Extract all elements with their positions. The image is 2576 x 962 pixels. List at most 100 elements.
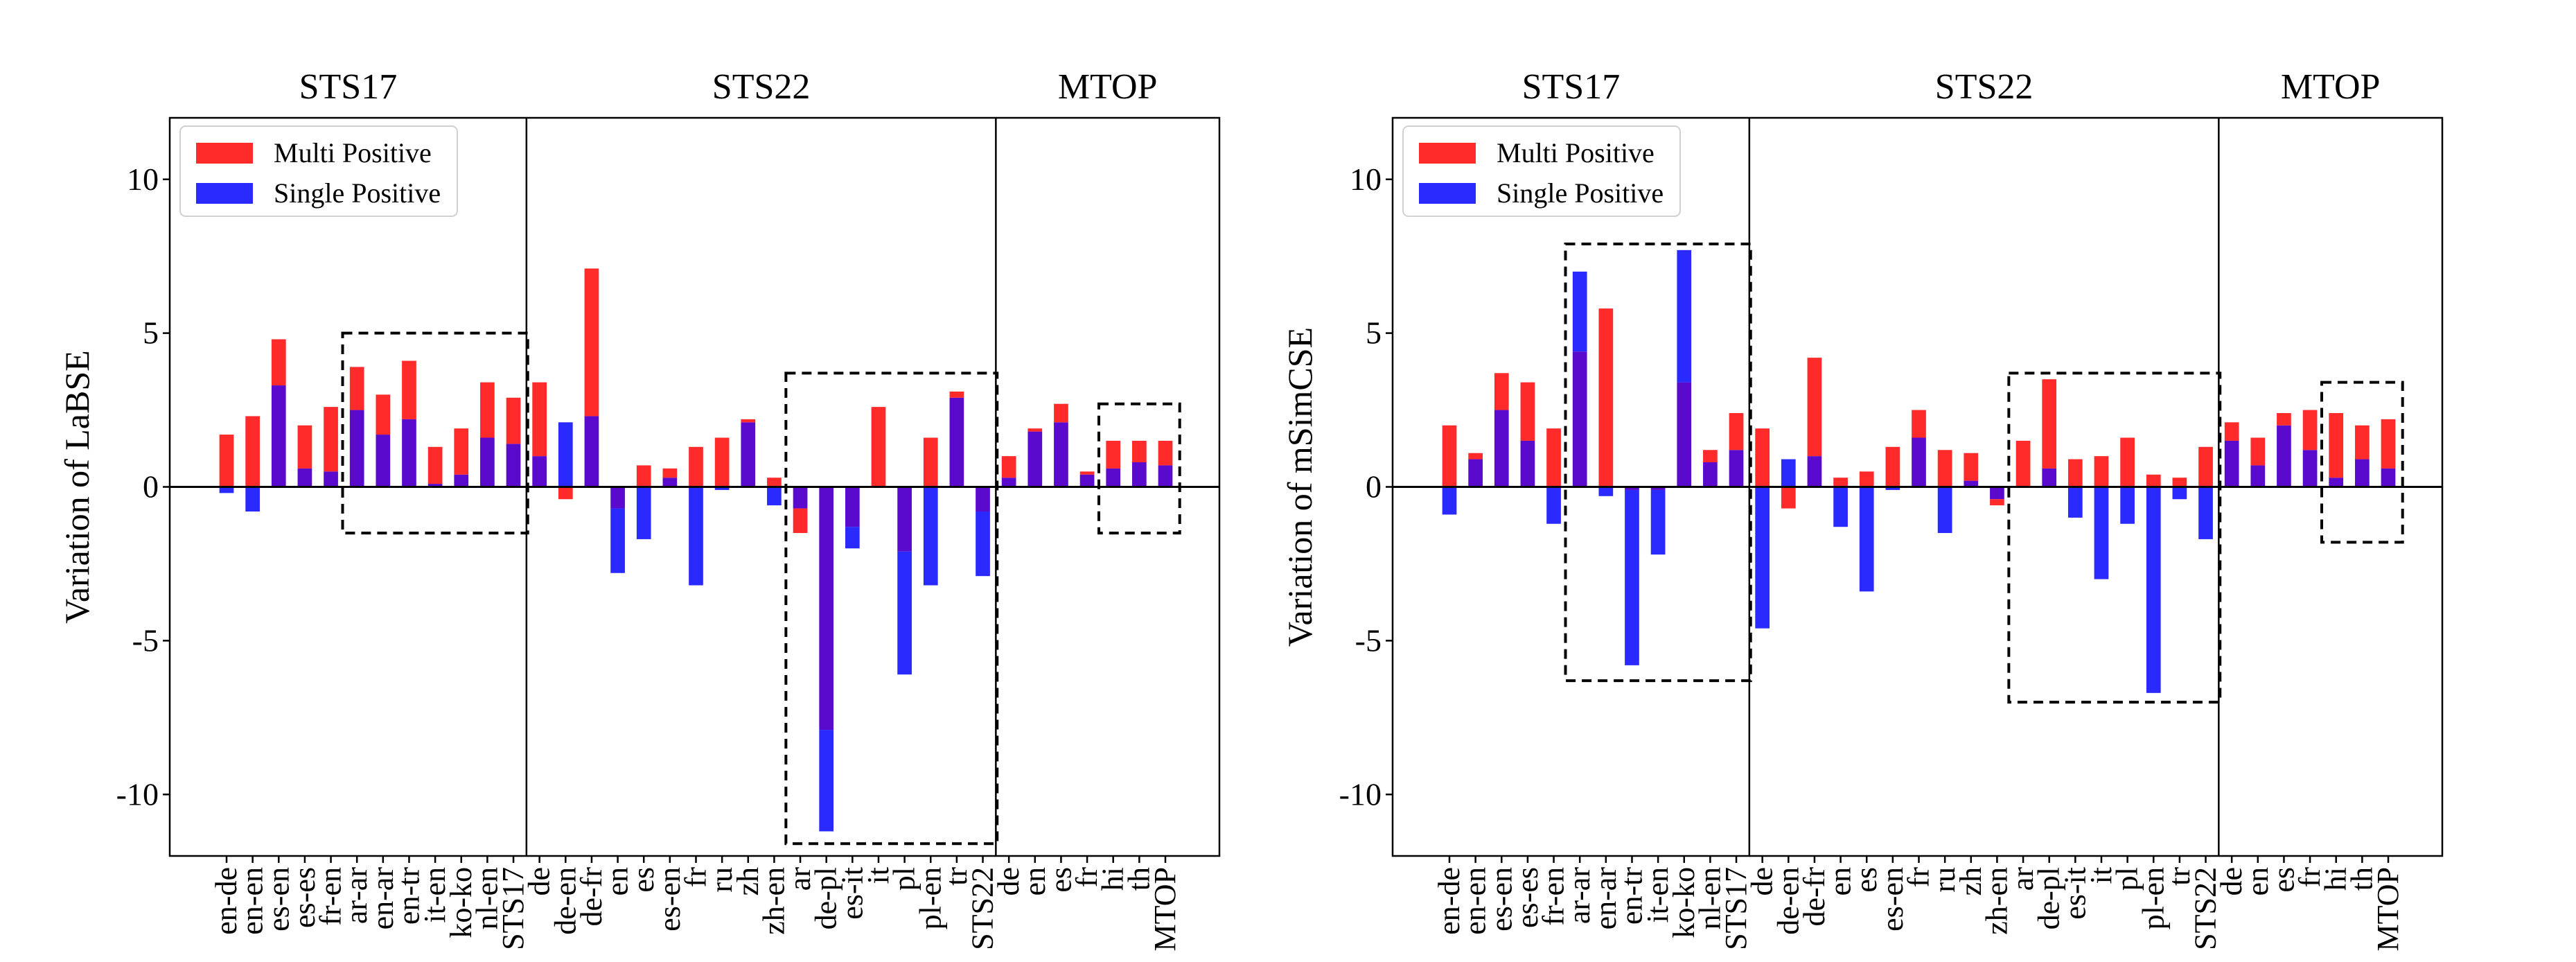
- bar-overlap-es: [2277, 425, 2291, 487]
- bar-overlap-de: [2224, 440, 2239, 487]
- bar-overlap-zh: [741, 422, 756, 487]
- bar-overlap-fr: [2302, 450, 2318, 487]
- y-tick-label: 10: [127, 161, 159, 197]
- x-tick-label: es-en: [653, 867, 687, 932]
- x-tick-label: hi: [2319, 867, 2353, 891]
- bar-multi-fr: [2302, 410, 2318, 451]
- bar-single-en-tr: [1625, 489, 1639, 665]
- bar-multi-es-en: [271, 339, 286, 386]
- x-tick-label: it: [2084, 867, 2118, 884]
- x-tick-label: zh: [1954, 867, 1988, 896]
- bar-multi-en-en: [245, 416, 260, 487]
- bar-multi-it-en: [427, 446, 443, 484]
- bar-single-en: [610, 508, 625, 573]
- bar-overlap-pl: [897, 487, 912, 552]
- bar-multi-en: [1027, 428, 1043, 432]
- bar-overlap-ar: [793, 487, 808, 509]
- bar-overlap-es-es: [1520, 440, 1535, 487]
- group-title: STS17: [299, 67, 398, 107]
- y-tick-label: 5: [1366, 315, 1382, 351]
- x-tick-label: ru: [1927, 867, 1961, 893]
- chart-panel-2: STS17 STS22 MTOP 10 5 0 -5 -10 Variation of mSim…: [1280, 67, 2444, 951]
- bar-overlap-th: [2355, 459, 2370, 487]
- x-tick-label: fr: [2293, 867, 2327, 888]
- bar-single-tr: [2172, 487, 2187, 500]
- bar-multi-de-en: [558, 487, 573, 500]
- bar-multi-MTOP: [2381, 419, 2396, 469]
- x-tick-label: de-fr: [1797, 867, 1831, 927]
- bar-multi-es-en: [1494, 373, 1509, 410]
- bar-single-pl: [897, 551, 912, 675]
- x-tick-label: tr: [939, 867, 973, 886]
- x-tick-label: en-en: [1458, 867, 1492, 935]
- legend: Multi Positive Single Positive: [179, 125, 458, 217]
- x-tick-label: es-es: [1510, 867, 1544, 928]
- x-tick-label: nl-en: [470, 867, 504, 929]
- bar-single-STS22: [2198, 487, 2213, 539]
- y-axis-label: Variation of mSimCSE: [1280, 327, 1319, 647]
- bar-multi-de: [1755, 428, 1770, 487]
- bar-multi-de-pl: [2042, 379, 2057, 469]
- bar-overlap-fr-en: [324, 471, 338, 487]
- y-tick-label: 10: [1350, 161, 1382, 197]
- bar-multi-en: [2250, 437, 2266, 466]
- x-tick-label: ru: [705, 867, 739, 893]
- x-tick-label: de-fr: [574, 867, 608, 927]
- bar-overlap-STS22: [976, 487, 990, 511]
- x-tick-label: zh: [731, 867, 765, 896]
- bar-single-it-en: [1650, 489, 1666, 555]
- group-title: STS22: [1935, 67, 2034, 107]
- x-tick-label: ar: [783, 867, 817, 891]
- bar-multi-ar-ar: [349, 367, 364, 410]
- bar-overlap-en: [1027, 431, 1043, 487]
- bar-single-es-en: [1885, 487, 1900, 490]
- bar-multi-es: [1054, 403, 1068, 423]
- bar-single-es: [636, 487, 651, 539]
- x-tick-label: STS17: [1719, 867, 1753, 950]
- group-title: MTOP: [1058, 67, 1158, 107]
- x-tick-label: nl-en: [1693, 867, 1727, 929]
- bar-multi-es: [2277, 413, 2291, 426]
- bar-multi-ar: [2015, 440, 2031, 487]
- bar-multi-ar: [793, 508, 808, 534]
- bar-single-ru: [714, 487, 730, 490]
- bar-overlap-fr: [1912, 437, 1926, 487]
- x-tick-label: de-en: [548, 867, 582, 935]
- x-tick-label: de-pl: [809, 867, 843, 929]
- bar-multi-fr: [1079, 471, 1095, 475]
- y-tick-label: 0: [143, 469, 159, 505]
- bar-single-es-it: [845, 527, 860, 549]
- legend-swatch-multi: [1419, 143, 1476, 164]
- bar-single-it: [2094, 487, 2109, 579]
- x-tick-label: en: [2241, 867, 2275, 896]
- x-tick-label: pl: [2110, 867, 2144, 891]
- bar-overlap-en: [2250, 465, 2266, 487]
- bar-multi-it: [2094, 456, 2109, 487]
- legend: Multi Positive Single Positive: [1402, 125, 1681, 217]
- bar-overlap-de: [532, 456, 547, 487]
- bar-multi-ru: [1937, 450, 1952, 487]
- x-tick-label: en-tr: [391, 867, 425, 925]
- bar-overlap-es-es: [297, 468, 312, 487]
- y-tick-label: 5: [143, 315, 159, 351]
- bar-multi-pl: [2120, 437, 2135, 487]
- bar-overlap-en: [610, 487, 625, 509]
- bars: [219, 268, 1173, 832]
- x-tick-label: tr: [2162, 867, 2196, 886]
- bar-single-pl-en: [2146, 487, 2161, 693]
- legend-swatch-multi: [196, 143, 253, 164]
- bar-multi-en-tr: [402, 360, 416, 419]
- x-tick-label: pl: [888, 867, 921, 891]
- x-tick-label: de: [1745, 867, 1779, 896]
- bars: [1442, 250, 2396, 693]
- bar-single-en-ar: [1598, 487, 1614, 496]
- x-tick-label: it-en: [1641, 867, 1675, 923]
- x-tick-label: en: [1824, 867, 1858, 896]
- bar-multi-es-it: [2067, 459, 2083, 487]
- bar-multi-en-ar: [376, 394, 391, 435]
- y-tick-label: -5: [1355, 622, 1382, 658]
- bar-multi-hi: [2329, 413, 2344, 478]
- x-tick-label: it-en: [418, 867, 452, 923]
- bar-overlap-en-tr: [1625, 487, 1639, 490]
- bar-overlap-de-fr: [584, 416, 599, 487]
